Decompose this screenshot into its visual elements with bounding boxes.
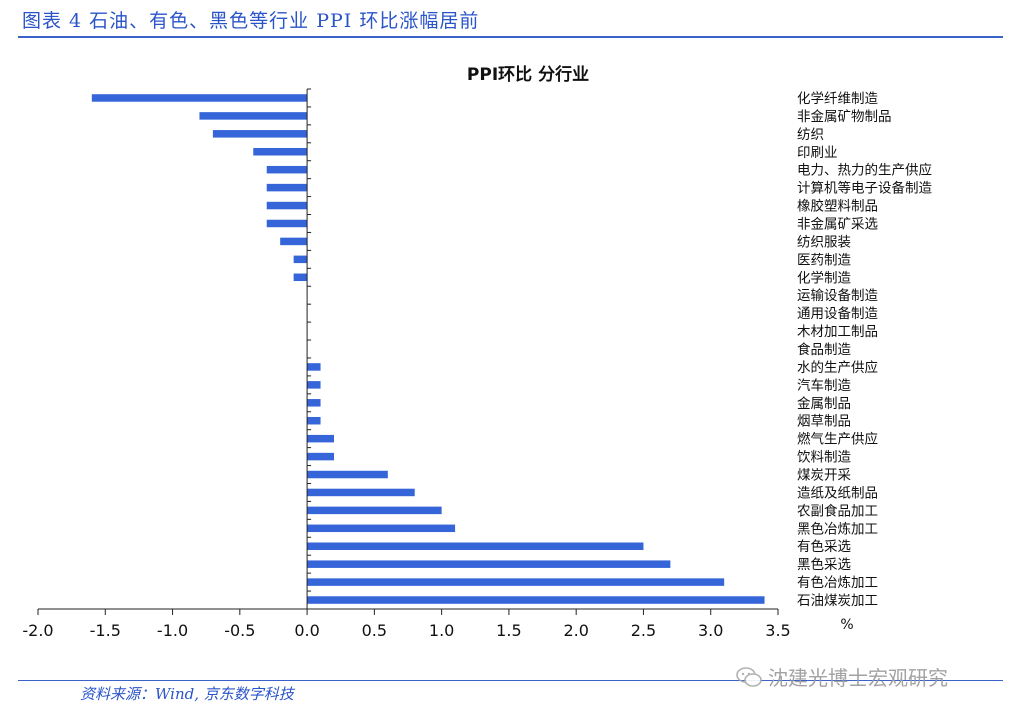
category-label: 非金属矿采选 bbox=[797, 216, 878, 232]
watermark-text: 沈建光博士宏观研究 bbox=[768, 666, 948, 690]
category-label: 汽车制造 bbox=[797, 377, 851, 394]
category-label: 有色冶炼加工 bbox=[797, 574, 878, 591]
bar-20 bbox=[307, 434, 334, 443]
category-label: 木材加工制品 bbox=[797, 324, 878, 340]
category-label: 运输设备制造 bbox=[797, 287, 878, 304]
bar-5 bbox=[266, 165, 308, 174]
category-label: 印刷业 bbox=[797, 145, 838, 161]
bar-17 bbox=[307, 381, 321, 389]
bar-9 bbox=[280, 237, 308, 246]
category-label: 造纸及纸制品 bbox=[797, 485, 878, 501]
category-label: 食品制造 bbox=[797, 341, 851, 358]
category-label: 通用设备制造 bbox=[797, 305, 878, 322]
category-label: 烟草制品 bbox=[797, 414, 851, 430]
bar-2 bbox=[199, 112, 308, 120]
x-tick-label: 3.0 bbox=[698, 621, 723, 640]
bar-28 bbox=[307, 578, 725, 586]
footer-divider bbox=[18, 680, 1003, 681]
x-tick-label: 0.0 bbox=[294, 621, 319, 640]
bar-16 bbox=[307, 363, 321, 371]
bar-4 bbox=[253, 148, 308, 156]
x-tick-label: 2.0 bbox=[563, 621, 588, 640]
chart-title: PPI环比 分行业 bbox=[467, 64, 589, 85]
bar-7 bbox=[266, 201, 308, 210]
category-label: 金属制品 bbox=[797, 396, 851, 412]
watermark: 沈建光博士宏观研究 bbox=[736, 662, 948, 691]
category-label: 燃气生产供应 bbox=[797, 431, 878, 448]
x-tick-label: -2.0 bbox=[22, 621, 53, 640]
category-label: 饮料制造 bbox=[797, 450, 851, 466]
x-axis-label: % bbox=[840, 617, 853, 633]
bar-26 bbox=[307, 542, 644, 550]
category-label: 黑色采选 bbox=[797, 556, 851, 573]
bar-6 bbox=[266, 183, 308, 192]
bar-21 bbox=[307, 452, 334, 461]
category-label: 煤炭开采 bbox=[797, 468, 851, 484]
x-tick-label: 2.5 bbox=[631, 621, 656, 640]
category-label: 化学纤维制造 bbox=[797, 91, 878, 107]
category-label: 纺织服装 bbox=[797, 234, 851, 250]
category-label: 有色采选 bbox=[797, 538, 851, 555]
category-label: 农副食品加工 bbox=[797, 502, 878, 519]
title-divider bbox=[18, 36, 1003, 38]
bar-25 bbox=[307, 524, 456, 533]
category-label: 橡胶塑料制品 bbox=[797, 198, 878, 215]
figure-title: 图表 4 石油、有色、黑色等行业 PPI 环比涨幅居前 bbox=[22, 10, 480, 32]
x-tick-label: -1.5 bbox=[90, 621, 121, 640]
bar-3 bbox=[212, 130, 308, 138]
category-label: 非金属矿物制品 bbox=[797, 109, 892, 125]
x-tick-label: -0.5 bbox=[224, 621, 255, 640]
bar-1 bbox=[91, 94, 308, 102]
bar-11 bbox=[293, 273, 308, 282]
category-label: 水的生产供应 bbox=[797, 359, 878, 376]
bar-24 bbox=[307, 506, 442, 515]
x-tick-label: 1.5 bbox=[496, 621, 521, 640]
bar-22 bbox=[307, 470, 388, 479]
bar-8 bbox=[266, 219, 308, 228]
category-label: 计算机等电子设备制造 bbox=[797, 180, 932, 197]
x-tick-label: 0.5 bbox=[362, 621, 387, 640]
x-tick-label: 3.5 bbox=[765, 621, 790, 640]
x-tick-label: -1.0 bbox=[157, 621, 188, 640]
source-note: 资料来源：Wind, 京东数字科技 bbox=[80, 685, 294, 703]
category-label: 电力、热力的生产供应 bbox=[797, 162, 932, 179]
bar-29 bbox=[307, 596, 765, 604]
category-label: 化学制造 bbox=[797, 270, 851, 286]
bar-10 bbox=[293, 255, 308, 264]
bar-19 bbox=[307, 416, 321, 425]
x-tick-label: 1.0 bbox=[429, 621, 454, 640]
category-label: 纺织 bbox=[797, 127, 824, 143]
bar-18 bbox=[307, 399, 321, 407]
category-label: 黑色冶炼加工 bbox=[797, 520, 878, 537]
bar-27 bbox=[307, 560, 671, 568]
bar-23 bbox=[307, 488, 415, 497]
wechat-icon bbox=[736, 666, 762, 687]
category-label: 石油煤炭加工 bbox=[797, 593, 878, 609]
category-label: 医药制造 bbox=[797, 252, 851, 268]
